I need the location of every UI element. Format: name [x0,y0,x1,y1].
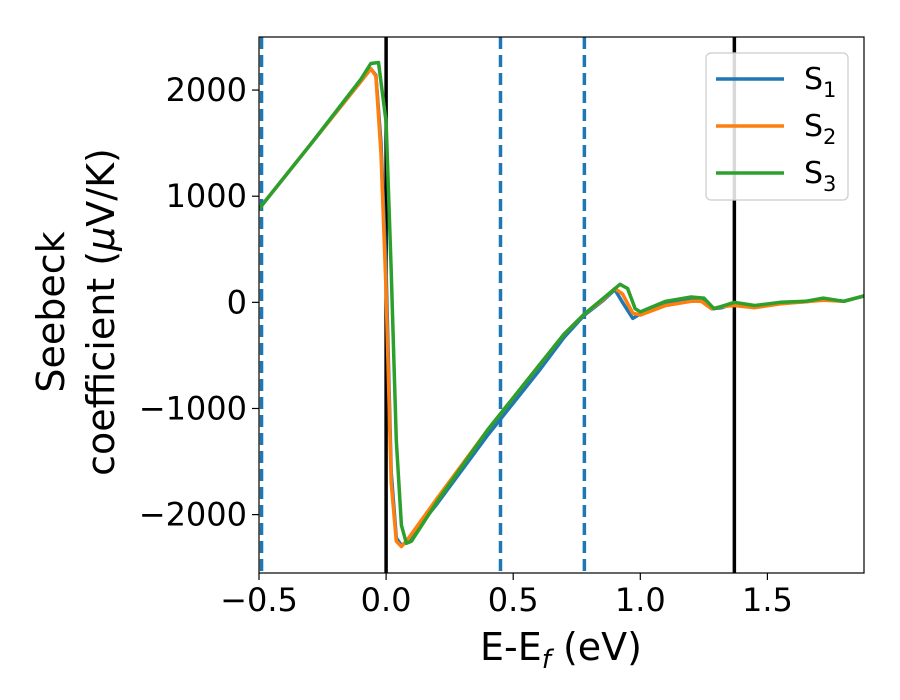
y-tick-label: −2000 [139,496,247,534]
y-tick-label: 0 [227,283,247,321]
y-tick-label: −1000 [139,389,247,427]
series-line-s3 [259,60,864,546]
x-tick-label: 0.5 [488,581,539,619]
y-tick-label: 2000 [166,71,247,109]
x-tick-label: 0.0 [361,581,412,619]
x-tick-label: 1.0 [615,581,666,619]
legend-label-s1: S1 [804,62,836,102]
y-axis-label-unit: V/K) [79,148,123,227]
axes-frame [258,36,865,574]
legend-label-s3: S3 [804,156,836,196]
x-tick-label: 1.5 [742,581,793,619]
y-axis-ticks: −2000 −1000 0 1000 2000 [139,71,259,534]
x-axis-ticks: −0.5 0.0 0.5 1.0 1.5 [220,573,793,619]
series-lines [259,60,864,549]
x-axis-label-main: E-E [480,625,542,669]
y-axis-label-line2: coefficient (μV/K) [79,148,123,476]
legend-label-s2: S2 [804,109,836,149]
x-axis-label: E-Ef (eV) [480,625,642,675]
y-axis-label-line1: Seebeck [29,231,73,392]
legend: S1 S2 S3 [705,52,849,201]
y-axis-label-mu: μ [79,227,123,252]
x-axis-label-unit: (eV) [551,625,642,669]
y-tick-label: 1000 [166,177,247,215]
x-tick-label: −0.5 [220,581,298,619]
y-axis-label-coefficient: coefficient ( [79,251,123,476]
